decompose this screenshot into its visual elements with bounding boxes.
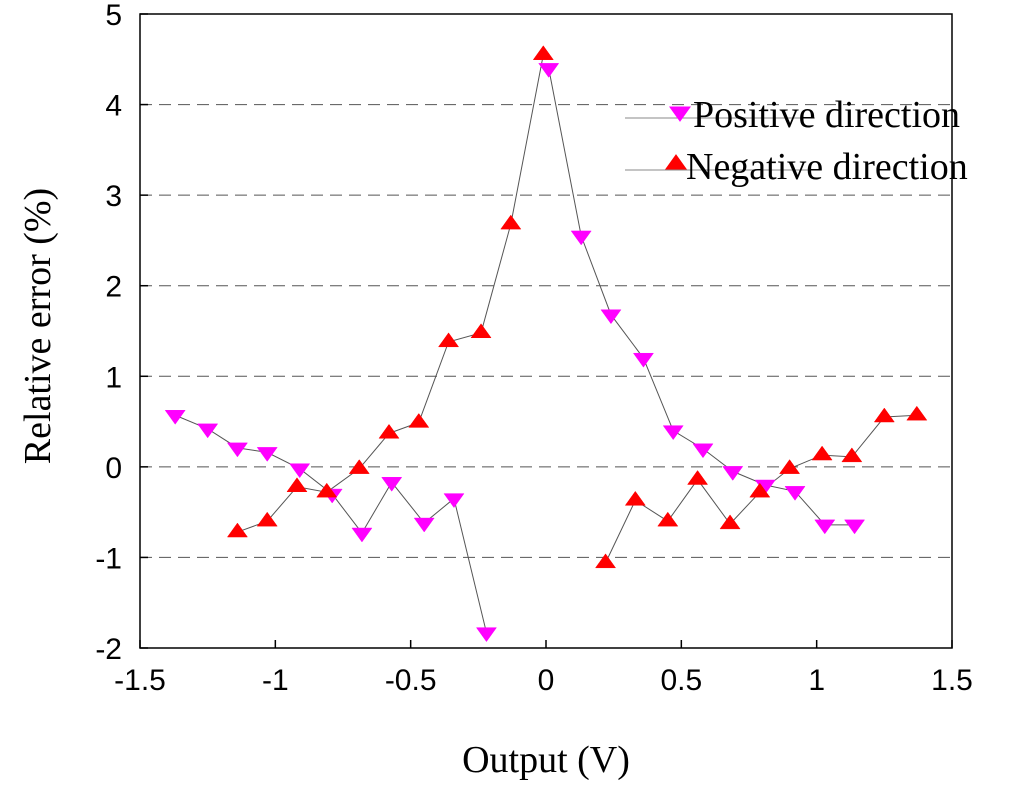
- data-point-negative: [226, 522, 248, 538]
- y-tick-label: 1: [105, 361, 122, 394]
- legend-label-positive: Positive direction: [693, 94, 960, 136]
- data-point-negative: [873, 407, 895, 423]
- data-point-positive: [844, 519, 866, 535]
- data-point-negative: [500, 214, 522, 230]
- y-tick-label: -2: [95, 633, 122, 666]
- data-point-negative: [286, 477, 308, 492]
- data-point-positive: [164, 410, 186, 425]
- data-point-positive: [600, 309, 622, 325]
- data-point-positive: [351, 527, 373, 543]
- data-point-positive: [413, 517, 435, 533]
- data-point-negative: [657, 511, 679, 527]
- x-tick-label: -1.5: [114, 664, 166, 697]
- x-tick-label: 0.5: [660, 664, 702, 697]
- data-point-positive: [475, 627, 497, 643]
- data-point-negative: [906, 405, 928, 421]
- x-tick-label: -0.5: [385, 664, 437, 697]
- data-point-negative: [811, 445, 833, 461]
- data-point-negative: [749, 482, 771, 498]
- legend-label-negative: Negative direction: [686, 146, 968, 188]
- x-axis-title: Output (V): [462, 739, 630, 781]
- data-point-positive: [289, 463, 311, 479]
- data-point-positive: [632, 352, 654, 368]
- x-tick-label: 1: [808, 664, 825, 697]
- y-tick-label: 2: [105, 271, 122, 304]
- series-line: [174, 414, 487, 633]
- data-point-negative: [595, 553, 617, 569]
- data-point-positive: [722, 466, 744, 481]
- data-point-positive: [692, 443, 714, 459]
- x-tick-label: 0: [538, 664, 555, 697]
- data-point-negative: [687, 470, 709, 485]
- data-point-positive: [662, 425, 684, 441]
- data-point-negative: [532, 45, 554, 60]
- data-point-negative: [316, 482, 338, 498]
- y-axis-title: Relative error (%): [17, 188, 59, 464]
- data-point-positive: [784, 486, 806, 501]
- data-point-positive: [814, 519, 836, 535]
- legend-marker-positive: [669, 106, 691, 122]
- y-tick-label: 0: [105, 452, 122, 485]
- data-point-positive: [197, 423, 219, 439]
- data-point-negative: [779, 459, 801, 474]
- data-point-negative: [348, 459, 370, 474]
- series-line: [548, 68, 855, 526]
- gridlines: [140, 104, 952, 558]
- data-point-negative: [470, 323, 492, 339]
- y-tick-label: 4: [105, 90, 122, 123]
- data-point-negative: [624, 490, 646, 506]
- data-point-negative: [378, 423, 400, 439]
- data-point-negative: [408, 413, 430, 428]
- data-point-positive: [570, 230, 592, 246]
- y-tick-label: 5: [105, 0, 122, 32]
- y-tick-label: -1: [95, 542, 122, 575]
- data-point-positive: [538, 63, 560, 78]
- x-tick-label: 1.5: [931, 664, 973, 697]
- data-point-negative: [438, 332, 460, 348]
- data-point-positive: [381, 477, 403, 492]
- x-tick-label: -1: [262, 664, 289, 697]
- legend: Positive direction Negative direction: [625, 94, 968, 188]
- data-point-positive: [226, 442, 248, 458]
- data-point-positive: [256, 447, 278, 462]
- data-point-negative: [719, 514, 741, 530]
- series-lines: [174, 54, 917, 633]
- axis-ticks: [139, 13, 953, 649]
- axis-tick-labels: -1.5 -1 -0.5 0 0.5 1 1.5 -2 -1 0 1 2 3 4 5: [95, 0, 973, 697]
- series-markers: [164, 45, 928, 643]
- data-point-negative: [841, 447, 863, 463]
- legend-marker-negative: [665, 154, 687, 170]
- y-tick-label: 3: [105, 180, 122, 213]
- data-point-positive: [443, 493, 465, 508]
- data-point-negative: [256, 511, 278, 527]
